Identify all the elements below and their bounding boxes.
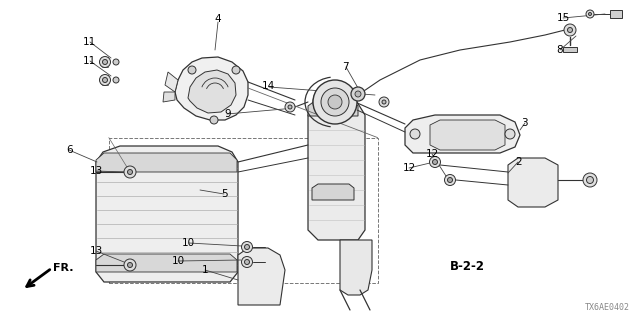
Circle shape xyxy=(583,173,597,187)
Text: 12: 12 xyxy=(403,163,416,173)
Polygon shape xyxy=(312,184,354,200)
Text: 8: 8 xyxy=(557,44,563,55)
Text: 9: 9 xyxy=(224,108,230,119)
Text: 14: 14 xyxy=(262,81,275,92)
Text: 3: 3 xyxy=(522,118,528,128)
Text: 11: 11 xyxy=(83,56,96,66)
Text: B-2-2: B-2-2 xyxy=(450,260,484,273)
Circle shape xyxy=(433,159,438,164)
Polygon shape xyxy=(96,146,238,282)
Bar xyxy=(109,138,378,283)
Circle shape xyxy=(102,60,108,65)
Text: 2: 2 xyxy=(515,156,522,167)
Polygon shape xyxy=(308,100,358,116)
Circle shape xyxy=(244,244,250,250)
Circle shape xyxy=(210,116,218,124)
Text: 13: 13 xyxy=(90,246,102,256)
Circle shape xyxy=(586,177,593,183)
Circle shape xyxy=(232,66,240,74)
Text: 6: 6 xyxy=(66,145,72,156)
Circle shape xyxy=(328,95,342,109)
Text: 1: 1 xyxy=(202,265,208,276)
Circle shape xyxy=(568,28,573,33)
Circle shape xyxy=(586,10,594,18)
Circle shape xyxy=(447,178,452,182)
Polygon shape xyxy=(238,248,285,305)
Polygon shape xyxy=(405,115,520,153)
Text: 15: 15 xyxy=(557,12,570,23)
Circle shape xyxy=(113,59,119,65)
Circle shape xyxy=(351,87,365,101)
Text: 4: 4 xyxy=(214,14,221,24)
Circle shape xyxy=(313,80,357,124)
Text: TX6AE0402: TX6AE0402 xyxy=(585,303,630,312)
Text: 13: 13 xyxy=(90,166,102,176)
Circle shape xyxy=(429,156,440,167)
Circle shape xyxy=(99,75,111,85)
Polygon shape xyxy=(165,72,178,92)
Text: 11: 11 xyxy=(83,36,96,47)
Circle shape xyxy=(505,129,515,139)
Polygon shape xyxy=(96,254,237,272)
Text: 10: 10 xyxy=(182,238,195,248)
Circle shape xyxy=(564,24,576,36)
Polygon shape xyxy=(175,57,248,120)
Circle shape xyxy=(127,262,132,268)
Circle shape xyxy=(355,91,361,97)
Circle shape xyxy=(241,257,253,268)
Polygon shape xyxy=(430,120,505,150)
Polygon shape xyxy=(563,47,577,52)
Circle shape xyxy=(113,77,119,83)
Polygon shape xyxy=(188,70,236,113)
Circle shape xyxy=(102,77,108,83)
Circle shape xyxy=(410,129,420,139)
Polygon shape xyxy=(340,240,372,295)
Circle shape xyxy=(288,105,292,109)
Circle shape xyxy=(382,100,386,104)
Circle shape xyxy=(285,102,295,112)
Text: FR.: FR. xyxy=(53,263,74,273)
Text: 7: 7 xyxy=(342,62,349,72)
Text: 5: 5 xyxy=(221,188,227,199)
Circle shape xyxy=(124,259,136,271)
Circle shape xyxy=(241,242,253,252)
Polygon shape xyxy=(610,10,622,18)
Circle shape xyxy=(244,260,250,265)
Text: 10: 10 xyxy=(172,256,184,266)
Circle shape xyxy=(379,97,389,107)
Circle shape xyxy=(99,57,111,68)
Polygon shape xyxy=(308,96,365,240)
Circle shape xyxy=(589,12,591,15)
Circle shape xyxy=(124,166,136,178)
Circle shape xyxy=(188,66,196,74)
Circle shape xyxy=(445,174,456,186)
Circle shape xyxy=(127,170,132,174)
Polygon shape xyxy=(508,158,558,207)
Circle shape xyxy=(321,88,349,116)
Text: 12: 12 xyxy=(426,148,438,159)
Polygon shape xyxy=(163,92,175,102)
Polygon shape xyxy=(96,153,237,172)
